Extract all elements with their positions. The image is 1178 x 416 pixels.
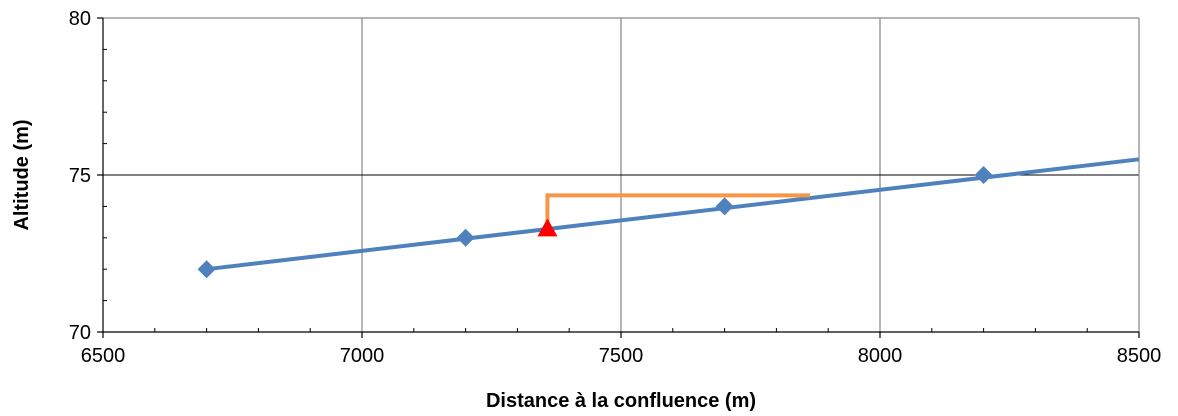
diamond-marker	[715, 197, 734, 216]
step-line	[545, 193, 811, 229]
x-tick-label: 6500	[81, 345, 126, 367]
y-tick-label: 70	[69, 322, 91, 344]
diamond-marker	[974, 166, 993, 184]
y-tick-label: 80	[69, 8, 91, 30]
triangle-marker	[537, 218, 558, 237]
series-layer	[197, 157, 1140, 279]
axes	[97, 17, 1140, 338]
x-axis-title: Distance à la confluence (m)	[486, 390, 756, 412]
x-tick-label: 7500	[599, 345, 644, 367]
y-axis-title: Altitude (m)	[11, 119, 33, 230]
x-tick-label: 8000	[858, 345, 903, 367]
grid-lines	[103, 18, 1139, 332]
x-tick-label: 8500	[1117, 345, 1162, 367]
diamond-marker	[456, 228, 475, 247]
y-tick-label: 75	[69, 165, 91, 187]
diamond-marker	[197, 260, 216, 279]
x-tick-label: 7000	[340, 345, 385, 367]
tick-labels: 6500 7000 7500 8000 8500 70 75 80	[69, 8, 1162, 367]
